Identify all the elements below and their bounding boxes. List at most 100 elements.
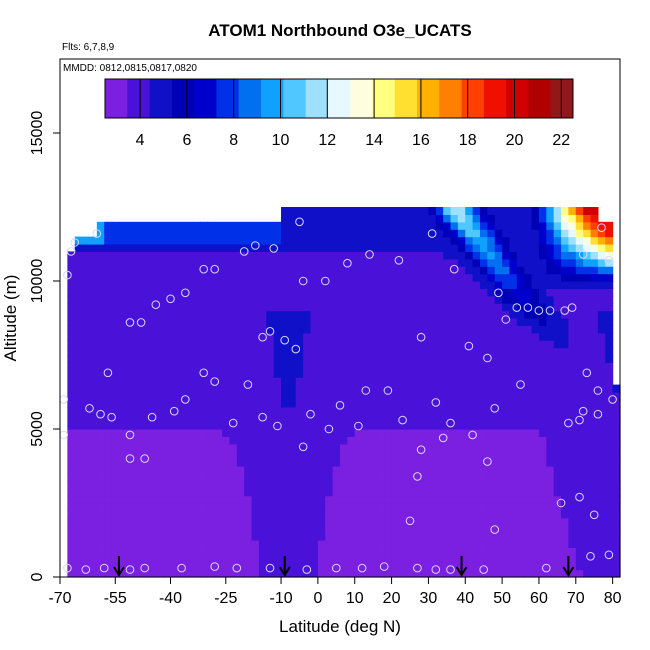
heat-cell	[538, 347, 547, 356]
heat-cell	[310, 473, 319, 482]
heat-cell	[332, 332, 341, 341]
heat-cell	[376, 258, 385, 267]
heat-cell	[303, 458, 312, 467]
heat-cell	[207, 532, 216, 541]
sample-point	[210, 562, 219, 571]
heat-cell	[376, 399, 385, 408]
heat-cell	[222, 288, 231, 297]
heat-cell	[185, 281, 194, 289]
heat-cell	[192, 532, 201, 541]
heat-cell	[590, 295, 599, 304]
heat-cell	[214, 473, 223, 482]
heat-cell	[597, 244, 606, 252]
heat-cell	[310, 310, 319, 319]
heat-cell	[398, 488, 407, 497]
heat-cell	[185, 399, 194, 408]
heat-cell	[303, 525, 312, 534]
heat-cell	[148, 325, 157, 334]
heat-cell	[597, 303, 606, 312]
heat-cell	[126, 273, 135, 282]
heat-cell	[443, 318, 452, 326]
heat-cell	[111, 466, 120, 474]
heat-cell	[82, 377, 91, 386]
colorbar-swatch	[149, 79, 173, 118]
x-tick-label: 20	[383, 590, 401, 607]
heat-cell	[163, 221, 172, 230]
heat-cell	[177, 221, 186, 230]
heat-cell	[325, 207, 334, 215]
heat-cell	[89, 495, 98, 504]
heat-cell	[597, 221, 606, 230]
heat-cell	[82, 384, 91, 393]
heat-cell	[192, 340, 201, 349]
heat-cell	[317, 244, 326, 252]
heat-cell	[590, 207, 599, 215]
heat-cell	[487, 377, 496, 386]
heat-cell	[575, 495, 584, 504]
heat-cell	[266, 525, 275, 534]
heat-cell	[583, 510, 592, 519]
heat-cell	[597, 355, 606, 363]
x-tick-label: 50	[493, 590, 511, 607]
heat-cell	[192, 495, 201, 504]
heat-cell	[369, 288, 378, 297]
heat-cell	[421, 221, 430, 230]
heat-cell	[118, 340, 127, 349]
heat-cell	[597, 421, 606, 430]
heat-cell	[435, 429, 444, 437]
heat-cell	[457, 355, 466, 363]
heat-cell	[207, 517, 216, 526]
heat-cell	[406, 488, 415, 497]
heat-cell	[597, 473, 606, 482]
heat-cell	[531, 562, 540, 571]
heat-cell	[148, 251, 157, 260]
heat-cell	[590, 414, 599, 423]
heat-cell	[155, 384, 164, 393]
heat-cell	[612, 517, 621, 526]
heat-cell	[480, 540, 488, 548]
heat-cell	[487, 503, 496, 511]
heat-cell	[133, 443, 142, 452]
heat-cell	[568, 332, 577, 341]
heat-cell	[435, 532, 444, 541]
heat-cell	[347, 480, 356, 489]
heat-cell	[303, 303, 312, 312]
heat-cell	[546, 258, 555, 267]
heat-cell	[236, 221, 245, 230]
heat-cell	[104, 369, 113, 378]
heat-cell	[104, 503, 113, 511]
heat-cell	[288, 229, 297, 238]
heat-cell	[502, 443, 511, 452]
colorbar-swatch	[372, 79, 396, 118]
heat-cell	[332, 266, 341, 275]
heat-cell	[494, 414, 503, 423]
heat-cell	[251, 562, 260, 571]
sample-point	[394, 256, 404, 265]
heat-cell	[258, 443, 267, 452]
heat-cell	[546, 273, 555, 282]
heat-cell	[288, 377, 297, 386]
heat-cell	[325, 229, 334, 238]
heat-cell	[597, 480, 606, 489]
heat-cell	[163, 347, 172, 356]
heat-cell	[531, 525, 540, 534]
heat-cell	[229, 421, 238, 430]
heat-cell	[317, 221, 326, 230]
heat-cell	[236, 340, 245, 349]
heat-cell	[104, 318, 113, 326]
heat-cell	[472, 414, 481, 423]
heat-cell	[148, 221, 157, 230]
heat-cell	[472, 266, 481, 275]
heat-cell	[605, 377, 614, 386]
heat-cell	[170, 466, 179, 474]
sample-point	[405, 516, 415, 526]
heat-cell	[612, 569, 621, 578]
heat-cell	[531, 488, 540, 497]
heat-cell	[538, 318, 547, 326]
colorbar-tick-label: 10	[272, 132, 290, 149]
heat-cell	[96, 540, 105, 548]
heat-cell	[561, 362, 570, 371]
heat-cell	[509, 281, 518, 289]
heat-cell	[502, 503, 511, 511]
heat-cell	[104, 451, 113, 460]
